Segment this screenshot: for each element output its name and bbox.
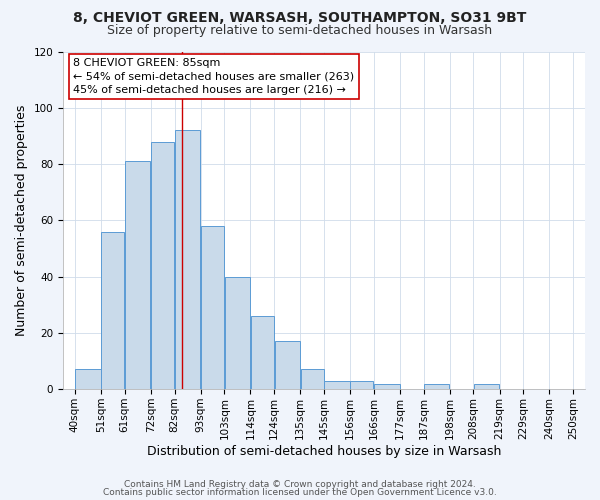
Bar bbox=[75, 370, 101, 389]
Bar bbox=[251, 316, 274, 389]
Bar bbox=[101, 232, 124, 389]
Bar bbox=[424, 384, 449, 389]
Bar bbox=[474, 384, 499, 389]
Bar bbox=[350, 380, 373, 389]
Text: 8 CHEVIOT GREEN: 85sqm
← 54% of semi-detached houses are smaller (263)
45% of se: 8 CHEVIOT GREEN: 85sqm ← 54% of semi-det… bbox=[73, 58, 355, 94]
X-axis label: Distribution of semi-detached houses by size in Warsash: Distribution of semi-detached houses by … bbox=[147, 444, 501, 458]
Text: 8, CHEVIOT GREEN, WARSASH, SOUTHAMPTON, SO31 9BT: 8, CHEVIOT GREEN, WARSASH, SOUTHAMPTON, … bbox=[73, 11, 527, 25]
Text: Contains HM Land Registry data © Crown copyright and database right 2024.: Contains HM Land Registry data © Crown c… bbox=[124, 480, 476, 489]
Text: Size of property relative to semi-detached houses in Warsash: Size of property relative to semi-detach… bbox=[107, 24, 493, 37]
Bar bbox=[275, 342, 300, 389]
Bar bbox=[325, 380, 350, 389]
Bar bbox=[175, 130, 200, 389]
Bar bbox=[225, 276, 250, 389]
Bar bbox=[374, 384, 400, 389]
Bar bbox=[125, 161, 151, 389]
Bar bbox=[301, 370, 323, 389]
Bar bbox=[151, 142, 174, 389]
Bar bbox=[201, 226, 224, 389]
Text: Contains public sector information licensed under the Open Government Licence v3: Contains public sector information licen… bbox=[103, 488, 497, 497]
Y-axis label: Number of semi-detached properties: Number of semi-detached properties bbox=[15, 104, 28, 336]
